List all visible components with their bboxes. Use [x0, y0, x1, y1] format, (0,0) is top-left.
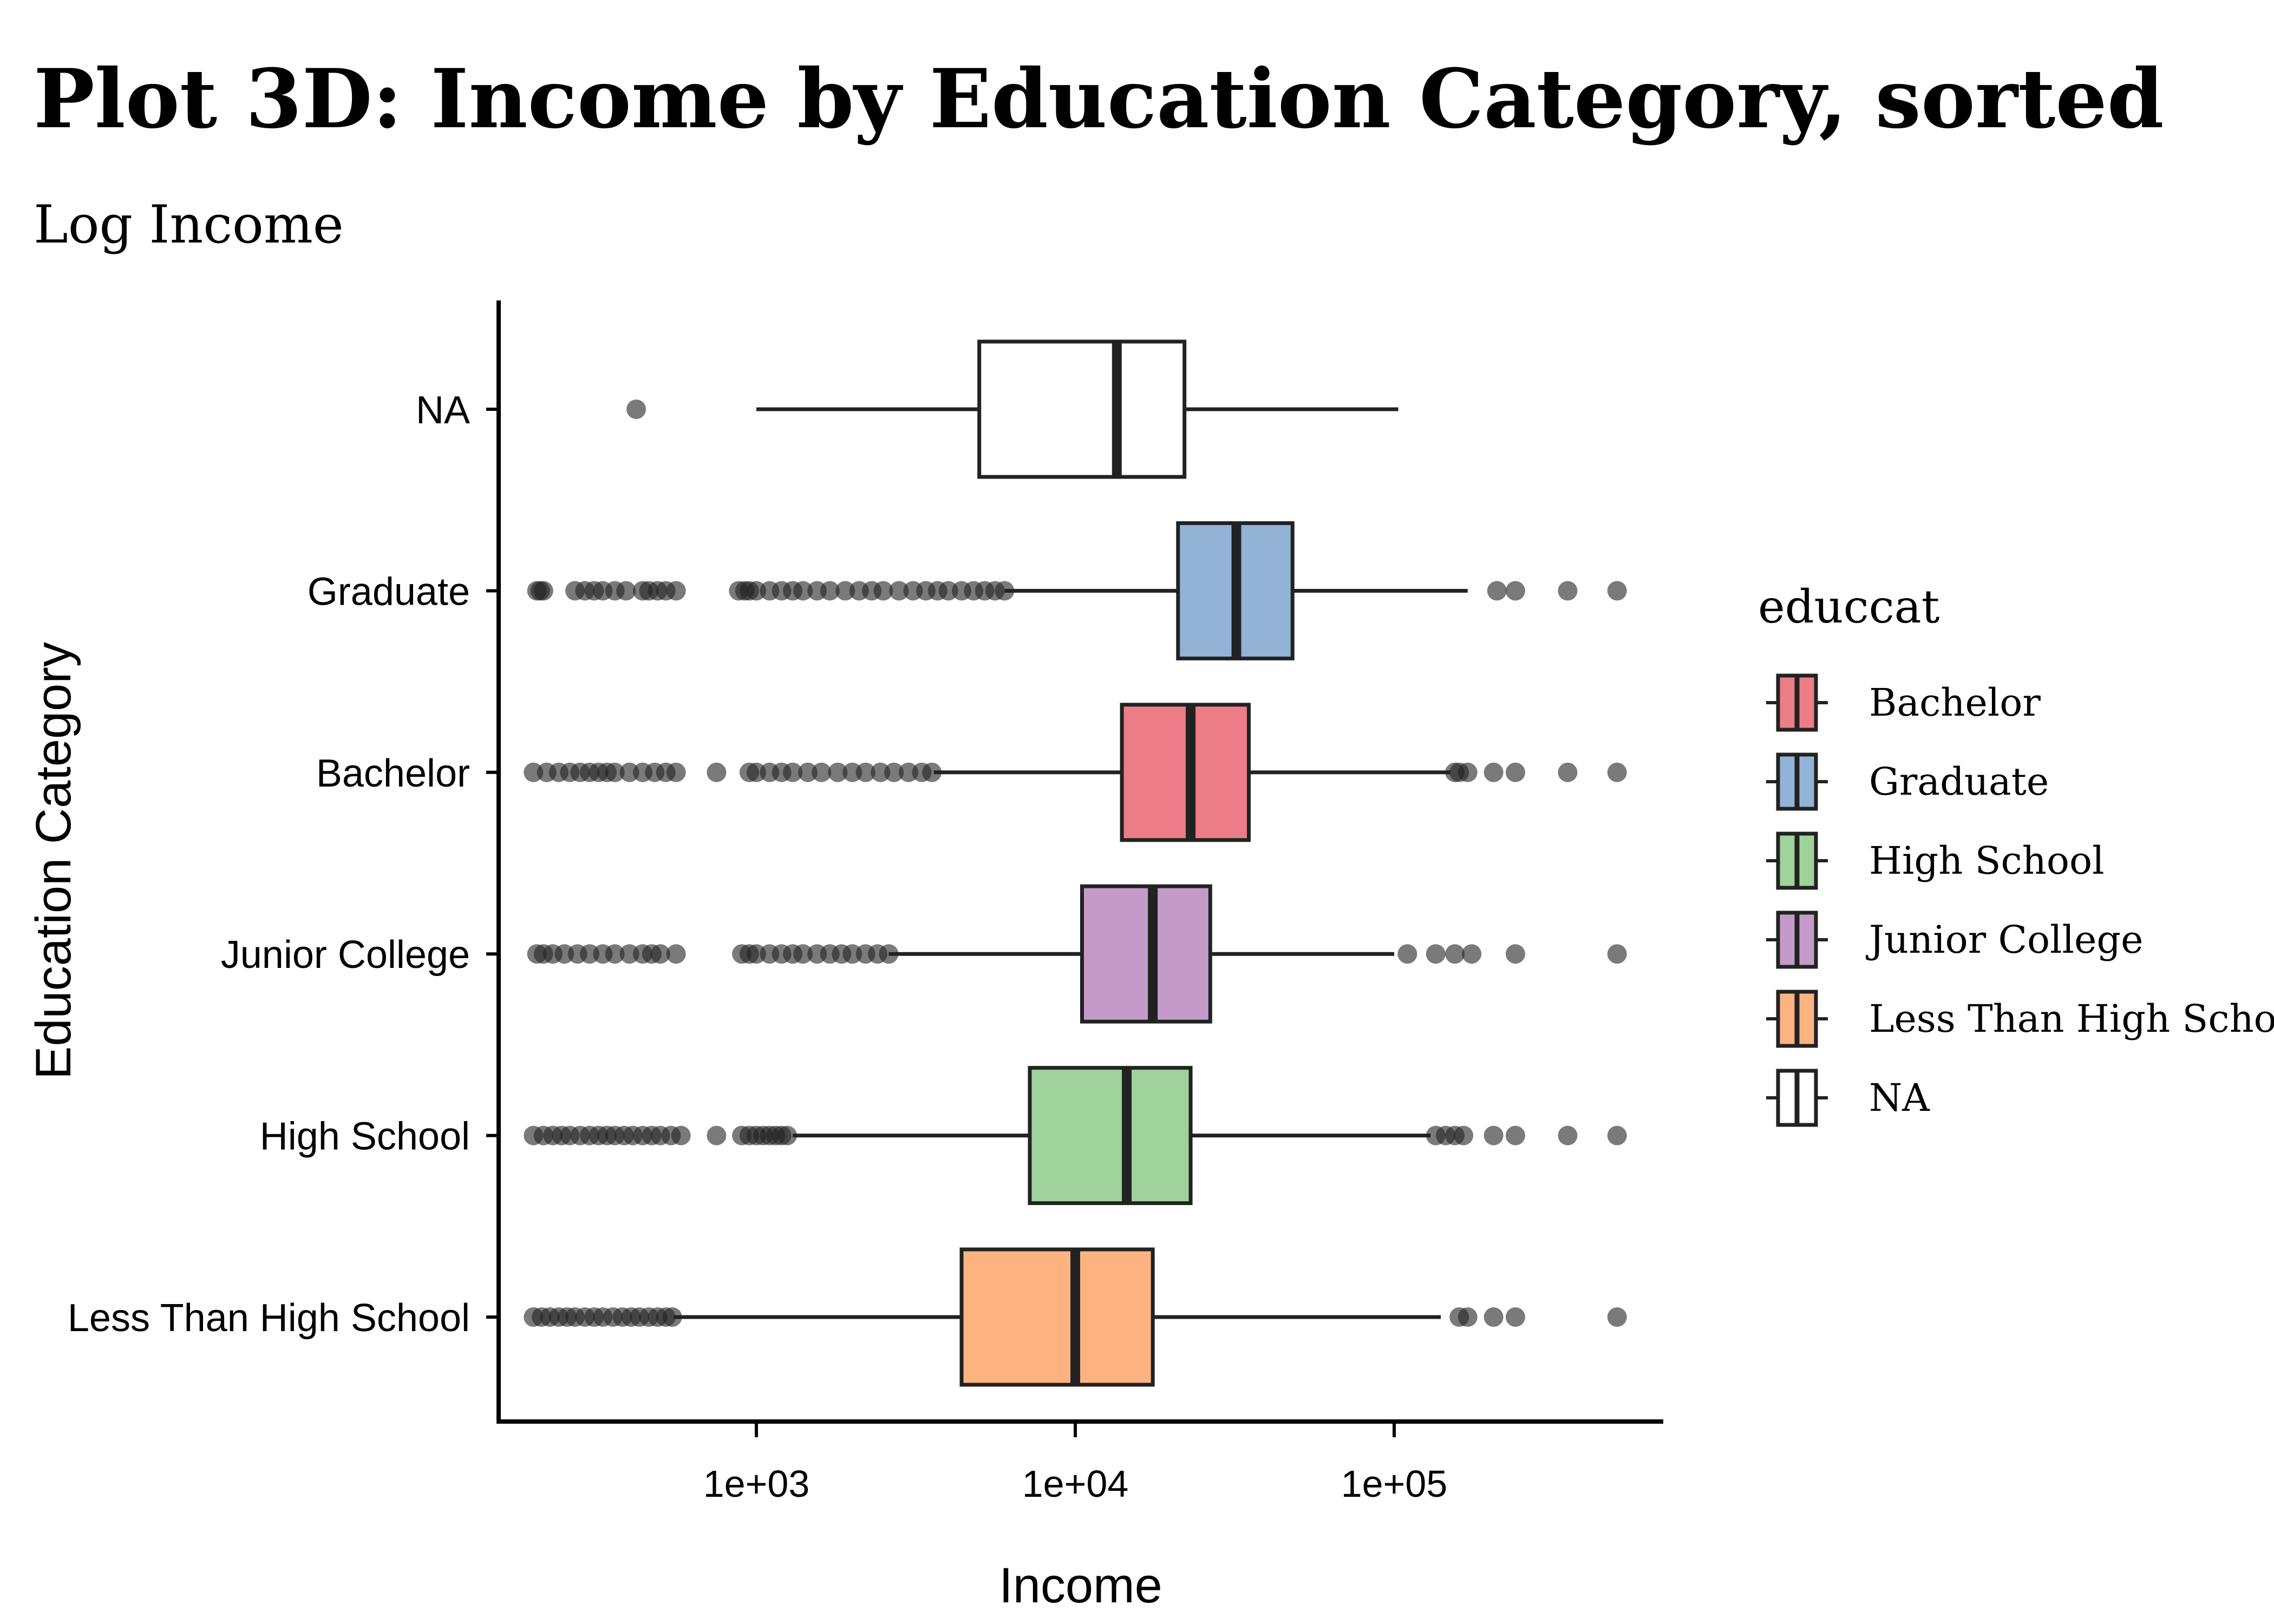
box-graduate — [527, 521, 1627, 660]
legend-item: Less Than High School — [1766, 990, 2274, 1048]
outlier-point — [707, 1125, 727, 1145]
x-axis-title: Income — [999, 1558, 1162, 1613]
legend-item: Bachelor — [1766, 673, 2041, 732]
chart-subtitle: Log Income — [34, 194, 344, 255]
outlier-point — [626, 400, 646, 419]
outlier-point — [1397, 944, 1417, 964]
outlier-point — [707, 762, 727, 782]
outlier-point — [1558, 1125, 1578, 1145]
outlier-point — [783, 762, 803, 782]
y-tick-label: High School — [260, 1115, 470, 1158]
outlier-point — [922, 762, 942, 782]
outlier-point — [1484, 1125, 1504, 1145]
outlier-point — [1487, 581, 1507, 601]
outlier-point — [1607, 762, 1627, 782]
plot-area — [524, 339, 1627, 1387]
box-junior-college — [527, 884, 1627, 1024]
outlier-point — [1462, 944, 1482, 964]
outlier-point — [650, 944, 670, 964]
outlier-point — [533, 581, 553, 601]
outlier-point — [1445, 944, 1465, 964]
outlier-point — [1505, 581, 1525, 601]
x-tick-label: 1e+03 — [703, 1463, 810, 1505]
outlier-point — [1505, 1307, 1525, 1327]
box-less-than-high-school — [524, 1247, 1627, 1387]
x-tick-label: 1e+05 — [1341, 1463, 1448, 1505]
box-body — [959, 1247, 1155, 1387]
box-body — [1028, 1066, 1193, 1206]
box-body — [977, 339, 1187, 479]
outlier-point — [1484, 1307, 1504, 1327]
outlier-point — [873, 581, 893, 601]
box-high-school — [524, 1066, 1627, 1206]
outlier-point — [1505, 1125, 1525, 1145]
outlier-point — [889, 581, 909, 601]
outlier-point — [1454, 1125, 1474, 1145]
y-tick-label: Graduate — [308, 570, 470, 613]
y-tick-label: NA — [416, 389, 470, 432]
legend-label: Less Than High School — [1869, 997, 2274, 1041]
outlier-point — [1505, 944, 1525, 964]
outlier-point — [777, 1125, 798, 1145]
outlier-point — [798, 762, 818, 782]
y-axis-title: Education Category — [26, 642, 81, 1079]
legend-label: Bachelor — [1869, 680, 2041, 725]
outlier-point — [835, 581, 855, 601]
outlier-point — [666, 581, 686, 601]
outlier-point — [662, 1307, 682, 1327]
outlier-point — [666, 944, 686, 964]
box-body — [1080, 884, 1212, 1024]
outlier-point — [820, 581, 840, 601]
outlier-point — [1607, 1125, 1627, 1145]
y-tick-label: Junior College — [221, 933, 470, 977]
outlier-point — [995, 581, 1015, 601]
legend-title: educcat — [1758, 580, 1940, 633]
outlier-point — [1484, 762, 1504, 782]
outlier-point — [1558, 581, 1578, 601]
legend-label: NA — [1869, 1076, 1930, 1120]
legend: educcat Bachelor Graduate High School Junio… — [1758, 580, 2274, 1127]
x-axis: 1e+03 1e+04 1e+05 — [703, 1424, 1448, 1505]
legend-item: High School — [1766, 831, 2105, 890]
outlier-point — [671, 1125, 691, 1145]
chart-title: Plot 3D: Income by Education Category, s… — [34, 51, 2164, 147]
outlier-point — [1426, 944, 1446, 964]
y-tick-label: Bachelor — [316, 752, 470, 795]
outlier-point — [605, 762, 625, 782]
legend-item: NA — [1766, 1069, 1930, 1127]
legend-item: Graduate — [1766, 752, 2049, 811]
outlier-point — [828, 762, 848, 782]
legend-label: Junior College — [1866, 918, 2144, 962]
outlier-point — [1558, 762, 1578, 782]
y-tick-label: Less Than High School — [68, 1296, 470, 1340]
legend-label: Graduate — [1869, 759, 2049, 804]
box-body — [1120, 703, 1251, 842]
outlier-point — [1505, 762, 1525, 782]
outlier-point — [855, 762, 875, 782]
outlier-point — [793, 581, 813, 601]
outlier-point — [1458, 762, 1478, 782]
legend-item: Junior College — [1766, 911, 2144, 969]
outlier-point — [812, 762, 832, 782]
outlier-point — [871, 762, 891, 782]
x-tick-label: 1e+04 — [1022, 1463, 1129, 1505]
outlier-point — [879, 944, 899, 964]
outlier-point — [1607, 581, 1627, 601]
outlier-point — [1607, 944, 1627, 964]
outlier-point — [1458, 1307, 1478, 1327]
box-na — [626, 339, 1399, 479]
outlier-point — [605, 944, 625, 964]
legend-label: High School — [1869, 839, 2105, 883]
outlier-point — [666, 762, 686, 782]
box-bachelor — [524, 703, 1627, 842]
outlier-point — [793, 944, 813, 964]
y-axis: NA Graduate Bachelor Junior College High Sch… — [68, 389, 499, 1340]
outlier-point — [616, 581, 636, 601]
outlier-point — [884, 762, 904, 782]
outlier-point — [1607, 1307, 1627, 1327]
